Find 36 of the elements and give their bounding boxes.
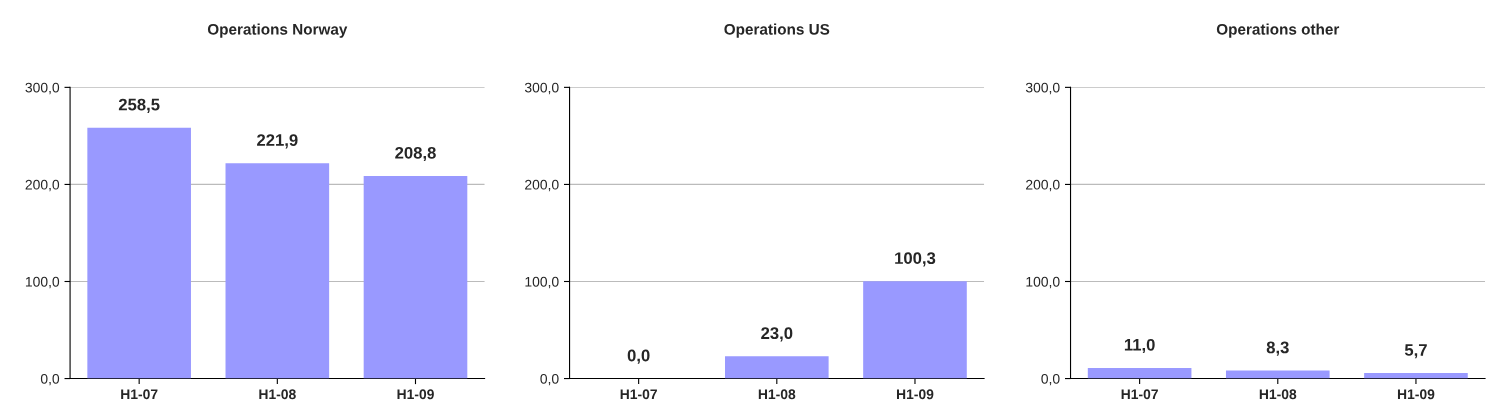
x-tick-label: H1-09 xyxy=(1397,389,1435,400)
bar xyxy=(363,175,468,379)
bar xyxy=(225,163,330,379)
y-tick-label: 300,0 xyxy=(524,82,559,95)
data-label: 11,0 xyxy=(1124,338,1155,354)
data-label: 221,9 xyxy=(257,134,298,149)
y-tick-label: 0,0 xyxy=(1041,373,1060,386)
data-label: 208,8 xyxy=(395,146,436,162)
y-tick-label: 100,0 xyxy=(1026,276,1060,289)
chart-title: Operations other xyxy=(1216,23,1340,38)
y-tick-label: 0,0 xyxy=(540,373,559,386)
y-tick-label: 0,0 xyxy=(40,373,60,386)
x-tick-label: H1-08 xyxy=(758,389,796,400)
y-tick-label: 100,0 xyxy=(525,276,559,289)
data-label: 100,3 xyxy=(895,252,936,267)
data-label: 8,3 xyxy=(1266,341,1289,356)
y-tick-label: 200,0 xyxy=(525,179,559,192)
y-tick-label: 100,0 xyxy=(25,276,60,289)
y-tick-label: 200,0 xyxy=(1026,179,1060,192)
y-tick-label: 200,0 xyxy=(25,179,60,192)
x-tick-label: H1-07 xyxy=(1121,389,1158,400)
data-label: 0,0 xyxy=(627,349,650,364)
x-tick-label: H1-07 xyxy=(620,389,657,400)
data-label: 5,7 xyxy=(1404,344,1427,359)
y-tick-label: 300,0 xyxy=(25,82,60,95)
data-label: 23,0 xyxy=(761,327,793,342)
x-tick-label: H1-07 xyxy=(121,389,158,400)
data-label: 258,5 xyxy=(118,98,160,113)
chart-title: Operations US xyxy=(724,23,830,38)
x-tick-label: H1-09 xyxy=(397,389,434,400)
y-tick-label: 300,0 xyxy=(1025,82,1060,95)
x-tick-label: H1-08 xyxy=(1259,389,1297,400)
chart-title: Operations Norway xyxy=(207,23,348,38)
bar xyxy=(87,127,191,379)
x-tick-label: H1-08 xyxy=(259,389,296,400)
x-tick-label: H1-09 xyxy=(896,389,934,400)
